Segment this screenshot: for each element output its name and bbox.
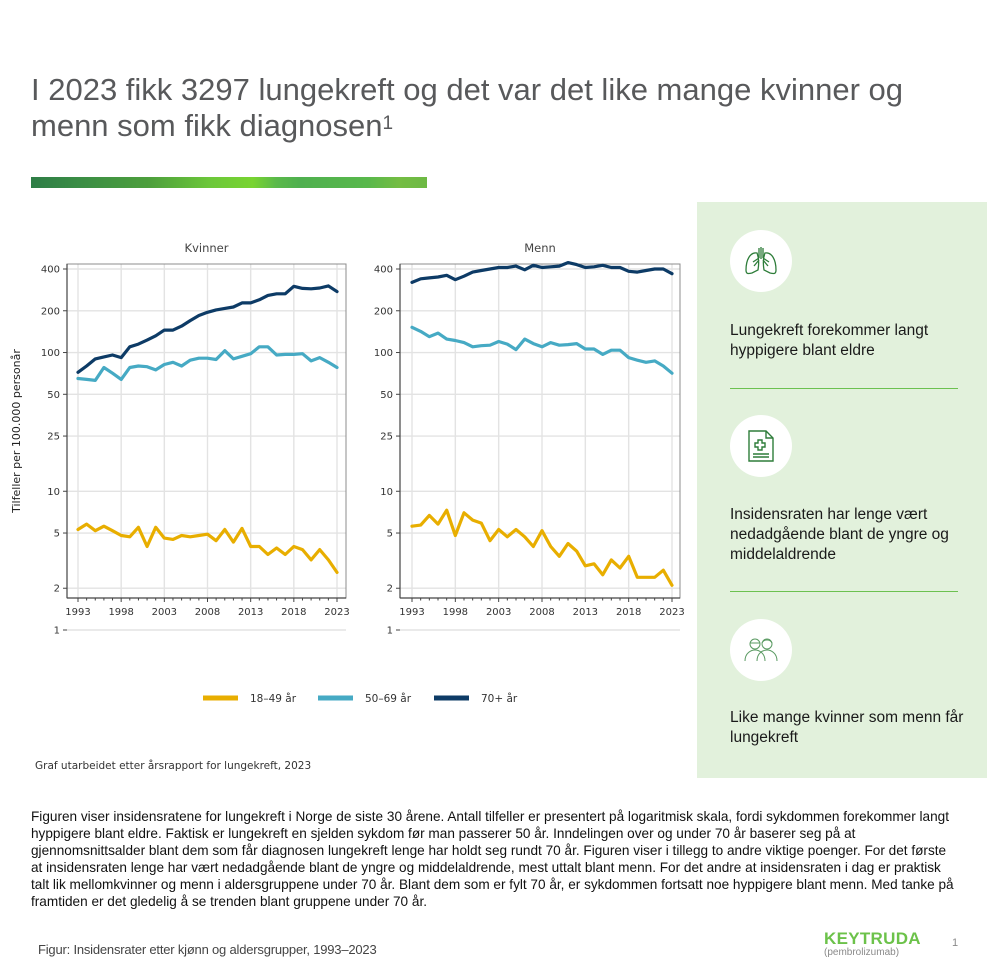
panel-divider <box>730 591 958 592</box>
plot-frame <box>399 263 681 599</box>
two-people-icon <box>744 638 778 662</box>
series-line-18–49 år <box>410 508 674 587</box>
series-line-70+ år <box>410 260 674 285</box>
y-axis-label: Tilfeller per 100.000 personår <box>10 349 23 514</box>
y-tick-label: 2 <box>54 584 60 595</box>
legend-label: 70+ år <box>481 692 518 705</box>
legend-label: 50–69 år <box>365 692 412 705</box>
x-tick-label: 2003 <box>152 607 177 618</box>
panel-divider <box>730 388 958 389</box>
panel-title: Menn <box>524 241 556 255</box>
accent-gradient-bar <box>31 177 427 188</box>
y-tick-label: 200 <box>374 306 393 317</box>
x-tick-label: 2023 <box>324 607 349 618</box>
y-tick-label: 10 <box>47 487 60 498</box>
series-line-18–49 år <box>76 522 339 574</box>
brand-name: KEYTRUDA <box>824 929 921 948</box>
x-tick-label: 2018 <box>616 607 641 618</box>
y-tick-label: 5 <box>54 529 60 540</box>
y-tick-label: 200 <box>41 306 60 317</box>
key-points-panel: Lungekreft forekommer langt hyppigere bl… <box>697 202 987 778</box>
figure-caption: Figur: Insidensrater etter kjønn og alde… <box>38 942 377 957</box>
x-tick-label: 2013 <box>573 607 598 618</box>
page-number: 1 <box>952 937 959 949</box>
lungs-icon <box>745 247 777 275</box>
y-tick-label: 5 <box>387 529 393 540</box>
series-line-50–69 år <box>76 345 339 382</box>
x-tick-label: 1993 <box>399 607 424 618</box>
x-tick-label: 2008 <box>529 607 554 618</box>
key-point-text: Like mange kvinner som menn får lungekre… <box>730 709 964 746</box>
brand-subtitle: (pembrolizumab) <box>824 947 900 958</box>
lungs-icon-circle <box>730 230 792 292</box>
series-line-50–69 år <box>410 325 674 375</box>
legend-label: 18–49 år <box>250 692 297 705</box>
key-point-text: Insidensraten har lenge vært nedadgående… <box>730 506 949 563</box>
slide-title: I 2023 fikk 3297 lungekreft og det var d… <box>31 72 951 144</box>
y-tick-label: 25 <box>380 432 393 443</box>
key-point-text: Lungekreft forekommer langt hyppigere bl… <box>730 322 929 359</box>
x-tick-label: 1998 <box>108 607 133 618</box>
footnote-ref: 1 <box>382 113 394 134</box>
y-tick-label: 1 <box>387 626 393 637</box>
people-icon-circle <box>730 619 792 681</box>
y-tick-label: 25 <box>47 432 60 443</box>
y-tick-label: 400 <box>41 265 60 276</box>
medical-document-icon <box>748 430 774 462</box>
x-tick-label: 2013 <box>238 607 263 618</box>
y-tick-label: 1 <box>54 626 60 637</box>
body-text: Figuren viser insidensratene for lungekr… <box>31 809 954 909</box>
series-line-70+ år <box>76 284 339 374</box>
panel-title: Kvinner <box>185 241 229 255</box>
brand-logo: KEYTRUDA (pembrolizumab) <box>824 929 921 958</box>
slide-title-text: I 2023 fikk 3297 lungekreft og det var d… <box>31 72 903 143</box>
x-tick-label: 1993 <box>65 607 90 618</box>
document-icon-circle <box>730 415 792 477</box>
x-tick-label: 2008 <box>195 607 220 618</box>
x-tick-label: 2023 <box>659 607 684 618</box>
y-tick-label: 50 <box>47 390 60 401</box>
x-tick-label: 1998 <box>443 607 468 618</box>
y-tick-label: 10 <box>380 487 393 498</box>
source-note: Graf utarbeidet etter årsrapport for lun… <box>35 760 312 772</box>
x-tick-label: 2018 <box>281 607 306 618</box>
y-tick-label: 50 <box>380 390 393 401</box>
y-tick-label: 100 <box>41 348 60 359</box>
y-tick-label: 100 <box>374 348 393 359</box>
y-tick-label: 2 <box>387 584 393 595</box>
y-tick-label: 400 <box>374 265 393 276</box>
x-tick-label: 2003 <box>486 607 511 618</box>
